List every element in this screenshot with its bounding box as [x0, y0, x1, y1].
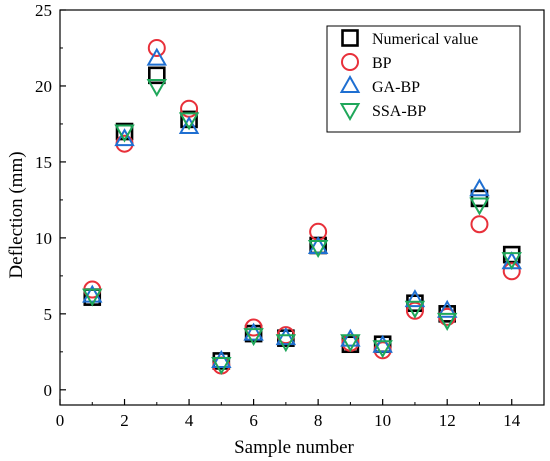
- series-ssa-bp: [82, 78, 522, 376]
- legend-label: GA-BP: [372, 79, 420, 96]
- x-tick-label: 12: [439, 411, 456, 430]
- axes: 0 2 4 6 8 10 12 14 0 5 10 15 20 25: [35, 1, 545, 430]
- y-tick-label: 10: [35, 229, 52, 248]
- legend-item: Numerical value: [341, 29, 478, 48]
- data-point: [469, 178, 490, 197]
- legend-item: SSA-BP: [339, 103, 426, 122]
- data-point: [114, 124, 135, 143]
- plot-frame: [59, 9, 545, 406]
- y-tick-label: 20: [35, 77, 52, 96]
- data-point: [436, 299, 458, 318]
- data-point: [243, 328, 264, 347]
- x-tick-label: 14: [503, 411, 521, 430]
- legend-marker: [341, 29, 359, 47]
- data-point: [211, 356, 232, 376]
- data-point: [340, 334, 361, 353]
- data-point: [82, 284, 103, 303]
- data-point: [275, 334, 297, 353]
- data-point: [178, 115, 200, 134]
- y-tick-label: 0: [44, 381, 53, 400]
- y-axis-title: Deflection (mm): [6, 151, 27, 278]
- data-point: [501, 252, 522, 271]
- legend-item: GA-BP: [339, 74, 420, 96]
- data-point: [114, 128, 135, 147]
- legend-box: [326, 25, 521, 133]
- y-tick-label: 25: [35, 1, 52, 20]
- legend-marker: [339, 74, 361, 93]
- legend: Numerical value BP GA-BP SSA-BP: [326, 25, 521, 133]
- data-point: [211, 349, 232, 368]
- legend-marker: [339, 103, 361, 122]
- data-marks: [82, 38, 522, 376]
- x-tick-label: 2: [120, 411, 129, 430]
- data-point: [275, 327, 297, 346]
- data-point: [372, 340, 393, 359]
- data-point: [436, 312, 458, 331]
- series-ga-bp: [82, 47, 522, 368]
- data-point: [146, 47, 168, 66]
- x-tick-label: 4: [185, 411, 194, 430]
- data-point: [147, 38, 166, 57]
- data-point: [244, 318, 263, 337]
- data-point: [178, 112, 200, 131]
- data-point: [404, 300, 426, 319]
- data-point: [372, 334, 393, 353]
- legend-marker: [341, 53, 359, 71]
- y-tick-label: 15: [35, 153, 52, 172]
- x-tick-label: 0: [56, 411, 65, 430]
- legend-item: BP: [341, 53, 392, 72]
- data-point: [502, 262, 521, 281]
- data-point: [470, 215, 489, 234]
- data-point: [307, 240, 329, 259]
- data-point: [405, 301, 424, 320]
- y-tick-label: 5: [44, 305, 53, 324]
- x-tick-label: 8: [314, 411, 323, 430]
- data-point: [340, 328, 361, 347]
- x-axis-title: Sample number: [234, 437, 354, 458]
- x-tick-label: 10: [374, 411, 391, 430]
- legend-label: BP: [372, 55, 392, 72]
- data-point: [146, 78, 168, 97]
- data-point: [243, 322, 264, 341]
- legend-label: SSA-BP: [372, 103, 426, 120]
- data-point: [469, 197, 490, 216]
- data-point: [307, 235, 329, 254]
- data-point: [82, 288, 103, 307]
- data-point: [404, 289, 426, 308]
- legend-label: Numerical value: [372, 31, 478, 48]
- data-point: [148, 66, 166, 85]
- x-tick-label: 6: [249, 411, 258, 430]
